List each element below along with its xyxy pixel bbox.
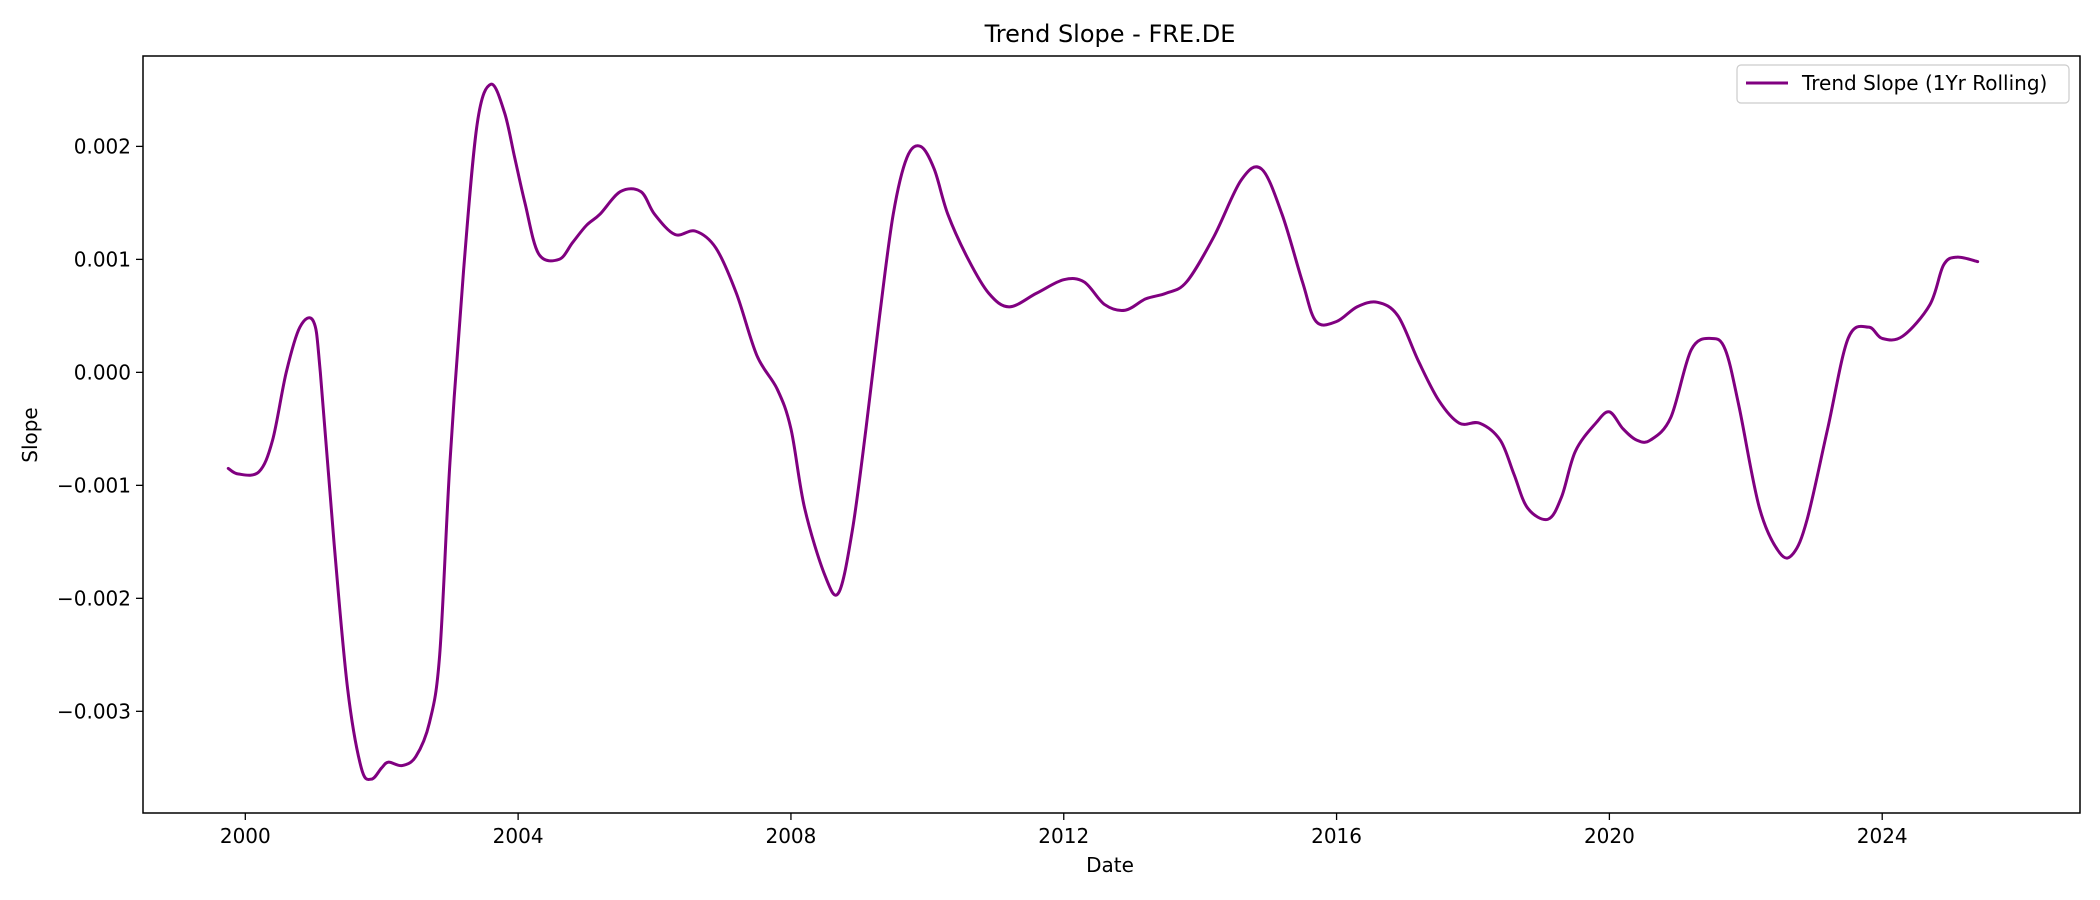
series-line-trend-slope <box>226 82 1980 781</box>
chart-title: Trend Slope - FRE.DE <box>984 20 1236 48</box>
x-tick-label: 2016 <box>1311 824 1362 848</box>
x-tick-label: 2008 <box>765 824 816 848</box>
series-layer <box>226 82 1980 781</box>
legend-label: Trend Slope (1Yr Rolling) <box>1801 71 2047 95</box>
y-tick-label: 0.002 <box>74 134 131 158</box>
x-tick-label: 2024 <box>1857 824 1908 848</box>
x-axis: 2000 2004 2008 2012 2016 2020 2024 <box>220 813 1908 848</box>
y-axis: 0.002 0.001 0.000 −0.001 −0.002 −0.003 <box>57 134 143 723</box>
y-tick-label: −0.002 <box>57 586 131 610</box>
y-tick-label: 0.001 <box>74 247 131 271</box>
x-axis-label: Date <box>1086 853 1134 877</box>
x-tick-label: 2012 <box>1038 824 1089 848</box>
y-axis-label: Slope <box>18 407 42 463</box>
x-tick-label: 2020 <box>1584 824 1635 848</box>
x-tick-label: 2000 <box>220 824 271 848</box>
y-tick-label: 0.000 <box>74 360 131 384</box>
plot-area-frame <box>142 55 2081 814</box>
legend-frame <box>1736 64 2070 104</box>
x-tick-label: 2004 <box>493 824 544 848</box>
y-tick-label: −0.003 <box>57 699 131 723</box>
legend: Trend Slope (1Yr Rolling) <box>1736 64 2070 104</box>
y-tick-label: −0.001 <box>57 473 131 497</box>
